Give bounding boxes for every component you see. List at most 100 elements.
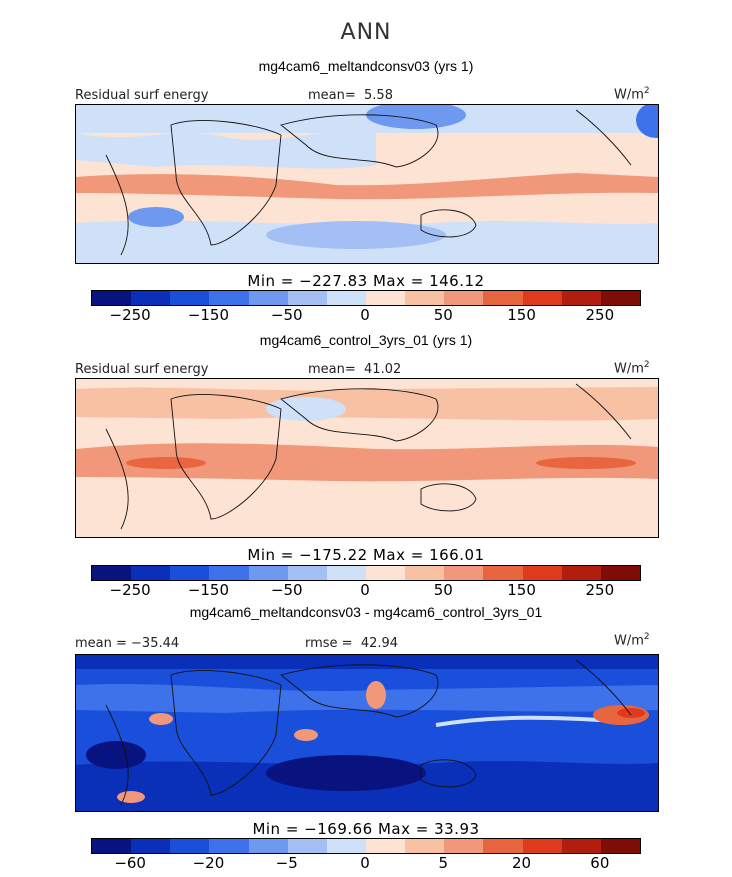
colorbar-tick-label: 150 — [507, 306, 536, 324]
colorbar-swatch — [287, 291, 327, 305]
colorbar-swatch — [522, 839, 562, 853]
panel-3-units: W/m2 — [614, 632, 650, 648]
colorbar-tick-label: −250 — [109, 581, 151, 599]
panel-3-south-atlantic-max — [117, 791, 145, 803]
colorbar-tick-label: −250 — [109, 306, 151, 324]
panel-3-map-svg — [76, 655, 658, 811]
colorbar-tick-label: 0 — [360, 306, 370, 324]
colorbar-swatch — [444, 291, 484, 305]
colorbar-tick-label: −50 — [270, 581, 303, 599]
colorbar-swatch — [444, 566, 484, 580]
panel-2-south-band — [76, 503, 658, 537]
panel-1-map — [75, 104, 659, 264]
colorbar-swatch — [287, 566, 327, 580]
colorbar-swatch — [248, 566, 288, 580]
panel-3-itcz-streak — [435, 715, 617, 727]
colorbar-swatch — [209, 839, 249, 853]
panel-1-americas-outline — [105, 109, 632, 256]
panel-1-itcz — [76, 173, 658, 200]
panel-1-title: mg4cam6_meltandconsv03 (yrs 1) — [258, 58, 474, 74]
panel-2-colorbar-ticks: −250 −150 −50 0 50 150 250 — [91, 581, 639, 601]
panel-3-colorbar-ticks: −60 −20 −5 0 5 20 60 — [91, 854, 639, 874]
panel-2-africa-outline — [170, 394, 282, 520]
panel-3-unit-sup: 2 — [643, 632, 650, 642]
colorbar-swatch — [209, 291, 249, 305]
panel-1-southern-ocean — [266, 221, 446, 249]
panel-3-unit-text: W/m — [614, 633, 644, 649]
panel-1-colorbar-ticks: −250 −150 −50 0 50 150 250 — [91, 306, 639, 326]
colorbar-swatch — [92, 839, 132, 853]
colorbar-swatch — [483, 291, 523, 305]
panel-2-map — [75, 378, 659, 538]
panel-2-tropics — [76, 443, 658, 482]
colorbar-swatch — [365, 839, 406, 853]
panel-3-indian-min — [266, 755, 426, 791]
colorbar-swatch — [561, 566, 601, 580]
panel-3-africa-outline — [170, 670, 282, 796]
panel-3-pacific-core — [617, 708, 645, 718]
colorbar-swatch — [600, 566, 640, 580]
colorbar-swatch — [92, 291, 132, 305]
panel-1-mean-value: 5.58 — [364, 88, 393, 103]
colorbar-swatch — [522, 566, 562, 580]
colorbar-tick-label: −150 — [187, 581, 230, 599]
panel-3-rmse-label: rmse = — [305, 636, 353, 651]
panel-1-map-svg — [76, 105, 658, 263]
colorbar-tick-label: 20 — [512, 854, 532, 872]
colorbar-tick-label: −50 — [270, 306, 303, 324]
colorbar-tick-label: 0 — [360, 581, 370, 599]
colorbar-swatch — [248, 839, 288, 853]
panel-2-mean: mean= 41.02 — [308, 362, 401, 377]
panel-3-colorbar — [91, 838, 641, 854]
panel-2-americas-outline — [105, 383, 632, 530]
colorbar-swatch — [405, 291, 445, 305]
panel-2-units: W/m2 — [614, 360, 650, 376]
panel-3-australia-outline — [420, 759, 477, 788]
panel-1-nw-pacific — [366, 105, 466, 129]
colorbar-swatch — [483, 566, 523, 580]
panel-3-min-max: Min = −169.66 Max = 33.93 — [252, 820, 480, 838]
colorbar-swatch — [326, 566, 366, 580]
panel-2-min-max: Min = −175.22 Max = 166.01 — [247, 546, 485, 564]
colorbar-swatch — [170, 839, 210, 853]
panel-1-units: W/m2 — [614, 86, 650, 102]
panel-2-unit-text: W/m — [614, 361, 644, 377]
colorbar-tick-label: 250 — [585, 306, 615, 324]
panel-3-indian-max — [294, 729, 318, 741]
panel-2-australia-outline — [420, 483, 477, 512]
panel-2-title: mg4cam6_control_3yrs_01 (yrs 1) — [259, 332, 473, 348]
panel-1-min-max: Min = −227.83 Max = 146.12 — [247, 272, 485, 290]
colorbar-swatch — [600, 291, 640, 305]
panel-1-unit-sup: 2 — [643, 86, 650, 96]
panel-3-africa-west-max — [149, 713, 173, 725]
panel-3-map — [75, 654, 659, 812]
panel-1-mean: mean= 5.58 — [308, 88, 393, 103]
colorbar-swatch — [522, 291, 562, 305]
panel-2-map-svg — [76, 379, 658, 537]
colorbar-swatch — [170, 566, 210, 580]
colorbar-tick-label: 50 — [433, 306, 453, 324]
colorbar-tick-label: −5 — [275, 854, 298, 872]
panel-1-africa-outline — [170, 120, 282, 246]
panel-3-north-band — [76, 655, 658, 669]
panel-3-americas-outline — [105, 659, 632, 806]
panel-1-asia-outline — [280, 114, 439, 168]
panel-2-atlantic-max — [126, 457, 206, 469]
panel-3-mean: mean = −35.44 — [75, 636, 180, 651]
colorbar-swatch — [92, 566, 132, 580]
panel-3-title: mg4cam6_meltandconsv03 - mg4cam6_control… — [189, 604, 543, 620]
panel-3-japan-max — [366, 681, 386, 709]
panel-3-asia-outline — [280, 664, 439, 718]
colorbar-swatch — [405, 839, 445, 853]
colorbar-swatch — [365, 566, 406, 580]
colorbar-swatch — [209, 566, 249, 580]
colorbar-swatch — [600, 839, 640, 853]
colorbar-swatch — [405, 566, 445, 580]
panel-2-field-label: Residual surf energy — [75, 362, 209, 377]
colorbar-swatch — [483, 839, 523, 853]
panel-1-ne-pacific — [636, 105, 658, 138]
panel-2-mean-label: mean= — [308, 362, 356, 377]
colorbar-tick-label: 0 — [360, 854, 370, 872]
panel-3-rmse: rmse = 42.94 — [305, 636, 398, 651]
colorbar-swatch — [561, 839, 601, 853]
